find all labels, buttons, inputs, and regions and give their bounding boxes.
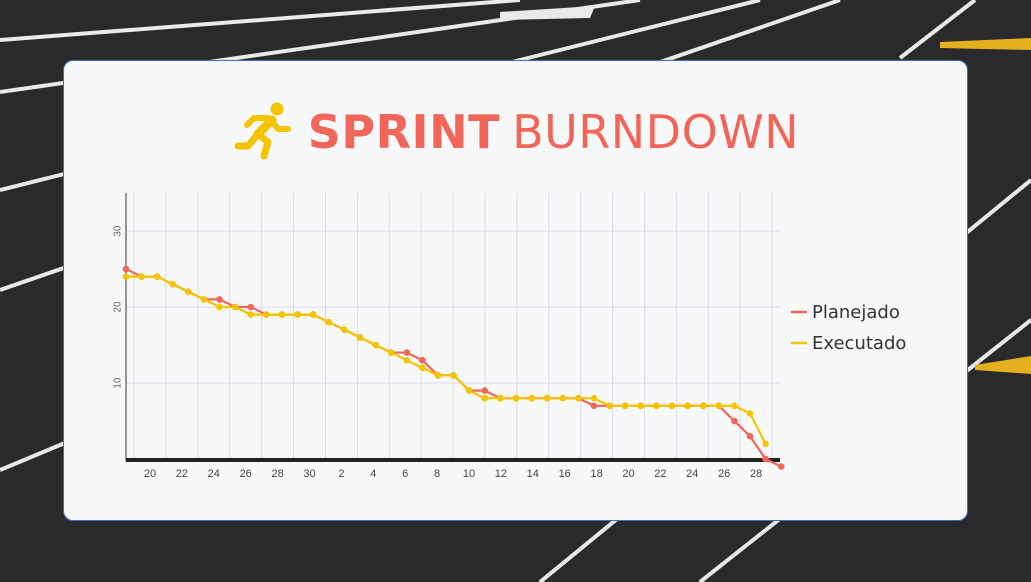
data-point-planejado — [746, 432, 754, 440]
x-tick-label: 2 — [338, 468, 344, 480]
x-tick-label: 8 — [434, 468, 440, 480]
y-tick-label: 10 — [113, 377, 124, 389]
x-tick-label: 20 — [622, 468, 634, 480]
running-person-icon — [234, 102, 291, 160]
data-point-executado — [138, 273, 145, 280]
data-point-planejado — [731, 417, 738, 425]
data-point-executado — [637, 402, 645, 410]
data-point-executado — [731, 402, 738, 410]
x-tick-label: 28 — [750, 468, 762, 480]
data-point-executado — [169, 280, 177, 288]
legend-label-executado: Executado — [812, 333, 906, 354]
data-point-executado — [372, 341, 379, 349]
data-point-executado — [403, 356, 411, 364]
x-tick-label: 12 — [495, 468, 507, 480]
data-point-executado — [481, 394, 489, 402]
data-point-planejado — [403, 349, 411, 356]
data-point-executado — [122, 273, 130, 280]
x-tick-label: 6 — [402, 468, 408, 480]
data-point-executado — [387, 349, 395, 356]
data-point-executado — [216, 303, 223, 311]
data-point-planejado — [247, 303, 255, 311]
x-tick-label: 26 — [240, 468, 252, 480]
burndown-card: SPRINT BURNDOWN 10 20 30 20 22 24 26 28 30 2 4 6 8 10… — [63, 60, 968, 521]
x-tick-label: 18 — [590, 468, 602, 480]
data-point-executado — [341, 326, 348, 334]
data-point-planejado — [762, 455, 769, 463]
data-point-executado — [606, 402, 613, 410]
data-point-executado — [309, 311, 317, 318]
data-point-executado — [185, 288, 192, 296]
data-point-executado — [263, 311, 270, 318]
data-point-executado — [278, 311, 286, 318]
x-tick-label: 16 — [559, 468, 571, 480]
data-point-executado — [200, 296, 208, 303]
title-bold: SPRINT — [307, 105, 501, 159]
data-point-executado — [559, 394, 567, 402]
data-point-executado — [325, 318, 333, 326]
legend-label-planejado: Planejado — [812, 302, 900, 323]
x-tick-label: 30 — [303, 468, 315, 480]
x-tick-label: 20 — [144, 468, 156, 480]
data-point-executado — [528, 394, 535, 402]
data-point-executado — [434, 372, 442, 379]
title-light: BURNDOWN — [512, 105, 800, 159]
x-tick-label: 24 — [686, 468, 698, 480]
data-point-executado — [356, 334, 364, 341]
data-point-executado — [465, 387, 473, 394]
data-point-planejado — [419, 356, 426, 364]
data-point-executado — [653, 402, 660, 410]
data-point-planejado — [590, 402, 598, 410]
x-tick-label: 24 — [208, 468, 220, 480]
data-point-executado — [715, 402, 723, 410]
data-point-executado — [762, 440, 769, 448]
x-tick-label: 22 — [176, 468, 188, 480]
y-tick-label: 30 — [113, 225, 124, 237]
data-point-executado — [668, 402, 676, 410]
data-point-executado — [231, 303, 239, 311]
data-point-executado — [153, 273, 161, 280]
x-tick-label: 4 — [370, 468, 376, 480]
series-line-planejado — [125, 268, 782, 468]
data-point-executado — [497, 394, 504, 402]
data-point-executado — [247, 311, 255, 318]
data-point-executado — [590, 394, 598, 402]
x-tick-label: 14 — [527, 468, 539, 480]
data-point-executado — [512, 394, 520, 402]
data-point-executado — [684, 402, 691, 410]
data-point-executado — [419, 364, 426, 372]
x-tick-label: 10 — [463, 468, 475, 480]
y-tick-label: 20 — [113, 301, 124, 313]
x-tick-label: 26 — [718, 468, 730, 480]
data-point-planejado — [216, 296, 223, 303]
data-point-planejado — [481, 387, 489, 394]
data-point-executado — [294, 311, 301, 318]
data-point-executado — [746, 410, 754, 417]
title-row: SPRINT BURNDOWN — [64, 97, 967, 167]
data-point-executado — [543, 394, 551, 402]
data-point-executado — [621, 402, 629, 410]
x-tick-label: 28 — [271, 468, 283, 480]
x-tick-label: 22 — [654, 468, 666, 480]
x-axis — [126, 458, 780, 462]
data-point-planejado — [122, 265, 130, 273]
data-point-executado — [575, 394, 582, 402]
data-point-executado — [699, 402, 707, 410]
data-point-planejado — [777, 463, 785, 470]
data-point-executado — [450, 372, 457, 379]
